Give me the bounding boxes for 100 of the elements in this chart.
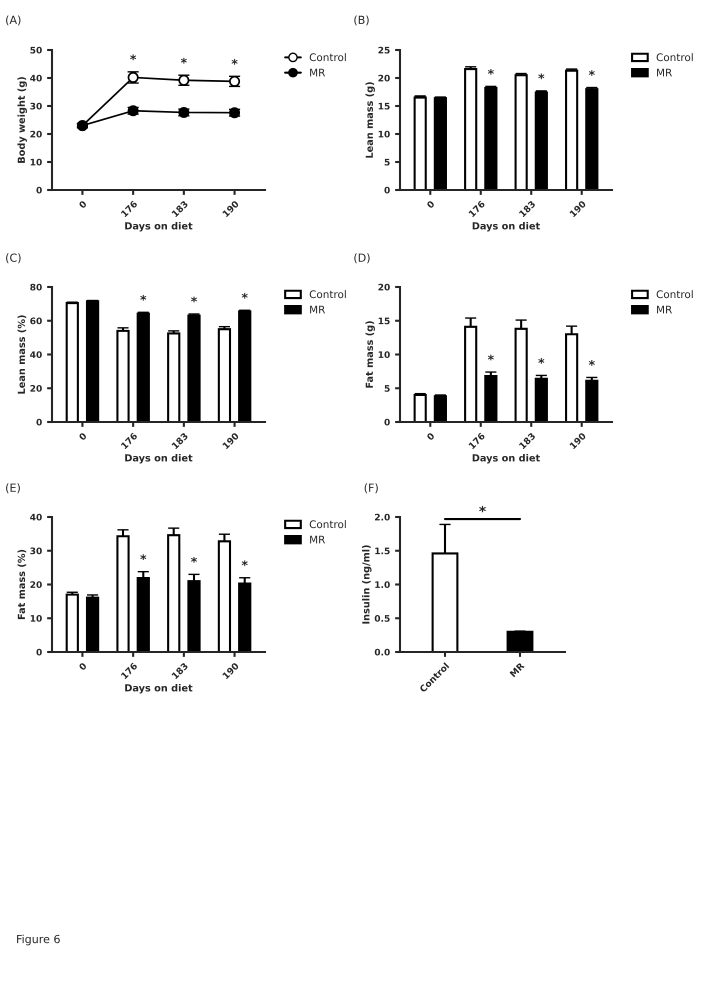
y-tick-label: 5 — [384, 385, 390, 392]
bar — [434, 97, 447, 190]
legend-label: Control — [310, 290, 346, 298]
annotation: * — [588, 360, 595, 366]
annotation: * — [232, 58, 238, 65]
x-tick-label: 0 — [78, 662, 88, 671]
bar — [238, 310, 252, 422]
y-tick-label: 40 — [30, 351, 42, 358]
bar — [414, 96, 427, 190]
annotation: * — [488, 68, 494, 75]
legend-label: Control — [310, 520, 346, 528]
x-axis-title: Days on diet — [472, 222, 540, 232]
bar — [86, 596, 100, 652]
bar — [484, 375, 498, 422]
y-tick-label: 2.0 — [375, 514, 390, 521]
annotation: * — [538, 358, 544, 364]
y-tick-label: 10 — [30, 158, 42, 166]
y-tick-label: 1.0 — [375, 581, 390, 588]
annotation: * — [130, 54, 136, 60]
bar — [66, 302, 79, 422]
y-tick-label: 0.0 — [374, 648, 390, 656]
y-tick-label: 40 — [30, 514, 42, 521]
annotation: * — [242, 292, 248, 299]
legend-label: Control — [656, 53, 693, 62]
annotation: * — [140, 294, 146, 301]
chart-title: (C) — [6, 253, 21, 264]
x-tick-label: MR — [510, 662, 525, 678]
bar — [218, 328, 232, 422]
y-tick-label: 5 — [384, 158, 390, 166]
y-tick-label: 10 — [378, 351, 390, 358]
legend-label: MR — [310, 536, 326, 544]
bar — [434, 395, 447, 422]
x-axis-title: Days on diet — [125, 454, 192, 464]
chart-title: (E) — [6, 483, 20, 494]
y-tick-label: 0 — [36, 418, 42, 426]
y-tick-label: 0 — [384, 418, 390, 426]
y-tick-label: 50 — [30, 46, 42, 54]
annotation: * — [190, 296, 198, 302]
annotation: * — [488, 354, 494, 360]
legend-label: MR — [310, 306, 326, 314]
chart-title: (A) — [6, 15, 20, 26]
x-axis-title: Days on diet — [125, 222, 192, 232]
bar — [187, 314, 201, 422]
bar — [585, 380, 598, 422]
y-tick-label: 25 — [378, 46, 390, 54]
bar — [484, 87, 498, 190]
bar — [414, 394, 427, 422]
chart-title: (F) — [364, 483, 378, 494]
y-tick-label: 10 — [30, 614, 42, 622]
y-tick-label: 0.5 — [374, 614, 390, 622]
chart-title: (D) — [354, 253, 370, 264]
bar — [66, 594, 79, 652]
annotation: * — [538, 73, 544, 80]
y-tick-label: 30 — [30, 547, 42, 554]
legend-label: MR — [657, 68, 672, 76]
legend-label: MR — [657, 306, 672, 314]
y-tick-label: 20 — [378, 284, 390, 291]
x-tick-label: 0 — [426, 200, 435, 209]
bar — [464, 68, 478, 190]
bar — [514, 74, 528, 190]
y-tick-label: 80 — [30, 284, 42, 291]
y-tick-label: 20 — [30, 384, 42, 392]
legend-label: Control — [310, 53, 346, 62]
y-axis-title: Lean mass (g) — [365, 82, 375, 158]
legend-label: MR — [310, 68, 326, 76]
x-tick-label: 0 — [78, 432, 88, 441]
y-tick-label: 20 — [30, 130, 42, 138]
y-tick-label: 0 — [384, 186, 390, 194]
bar — [167, 332, 180, 422]
bar — [534, 378, 548, 422]
x-tick-label: 0 — [78, 200, 88, 209]
y-tick-label: 0 — [36, 186, 42, 194]
caption: Figure 6 — [17, 934, 60, 946]
y-tick-label: 10 — [378, 130, 390, 138]
y-tick-label: 15 — [378, 318, 390, 324]
y-axis-title: Insulin (ng/ml) — [362, 545, 372, 624]
y-tick-label: 0 — [36, 648, 42, 656]
y-tick-label: 1.5 — [375, 548, 390, 554]
bar — [116, 330, 130, 422]
bar — [534, 92, 548, 190]
x-tick-label: 0 — [426, 432, 435, 441]
y-tick-label: 20 — [30, 581, 42, 588]
bar — [238, 582, 252, 652]
y-tick-label: 30 — [30, 102, 42, 110]
y-axis-title: Body weight (g) — [17, 77, 27, 163]
x-axis-title: Days on diet — [125, 684, 192, 694]
bar — [585, 88, 598, 190]
legend-label: Control — [656, 290, 693, 298]
bar — [86, 300, 100, 422]
annotation: * — [242, 560, 248, 566]
x-axis-title: Days on diet — [472, 454, 540, 464]
y-axis-title: Lean mass (%) — [18, 315, 26, 394]
annotation: * — [588, 70, 595, 76]
y-tick-label: 40 — [30, 74, 42, 82]
chart-title: (B) — [354, 15, 369, 26]
y-axis-title: Fat mass (g) — [365, 321, 375, 388]
annotation: * — [180, 58, 187, 64]
text: * — [479, 506, 486, 512]
y-tick-label: 60 — [30, 317, 42, 324]
annotation: * — [190, 556, 198, 563]
